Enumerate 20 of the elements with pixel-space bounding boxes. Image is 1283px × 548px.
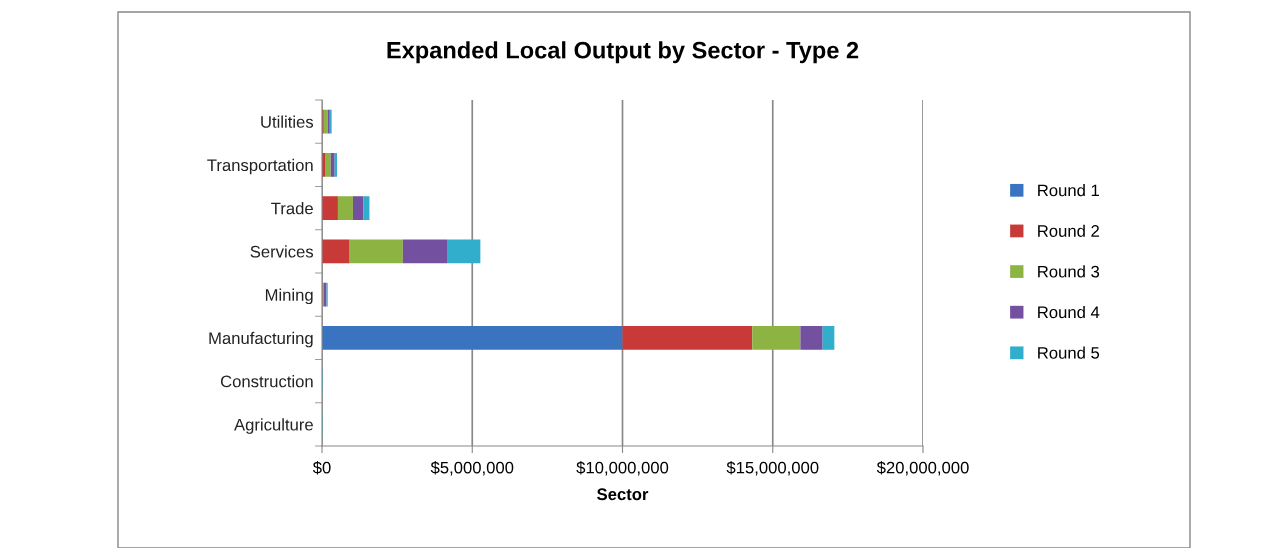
y-tick-label: Manufacturing bbox=[209, 331, 313, 348]
x-tick-label: $20,000,000 bbox=[876, 461, 969, 476]
x-tick-label: $10,000,000 bbox=[576, 461, 669, 476]
x-tick-label: $0 bbox=[312, 461, 331, 475]
legend-label: Round 5 bbox=[1038, 346, 1100, 359]
y-tick-label: Mining bbox=[265, 288, 313, 305]
legend-label: Round 2 bbox=[1038, 224, 1099, 237]
x-axis-title: Sector bbox=[597, 488, 649, 501]
y-tick-label: Trade bbox=[271, 202, 313, 215]
x-tick-label: $5,000,000 bbox=[430, 461, 514, 476]
y-tick-label: Services bbox=[250, 245, 314, 258]
legend-label: Round 4 bbox=[1038, 305, 1100, 319]
y-tick-label: Construction bbox=[220, 375, 313, 388]
chart-title: Expanded Local Output by Sector - Type 2 bbox=[387, 41, 859, 64]
y-tick-label: Utilities bbox=[261, 115, 314, 128]
legend-label: Round 3 bbox=[1038, 265, 1100, 278]
y-tick-label: Agriculture bbox=[234, 418, 313, 434]
legend-label: Round 1 bbox=[1038, 184, 1099, 197]
x-tick-label: $15,000,000 bbox=[726, 461, 819, 476]
y-tick-label: Transportation bbox=[207, 158, 313, 175]
